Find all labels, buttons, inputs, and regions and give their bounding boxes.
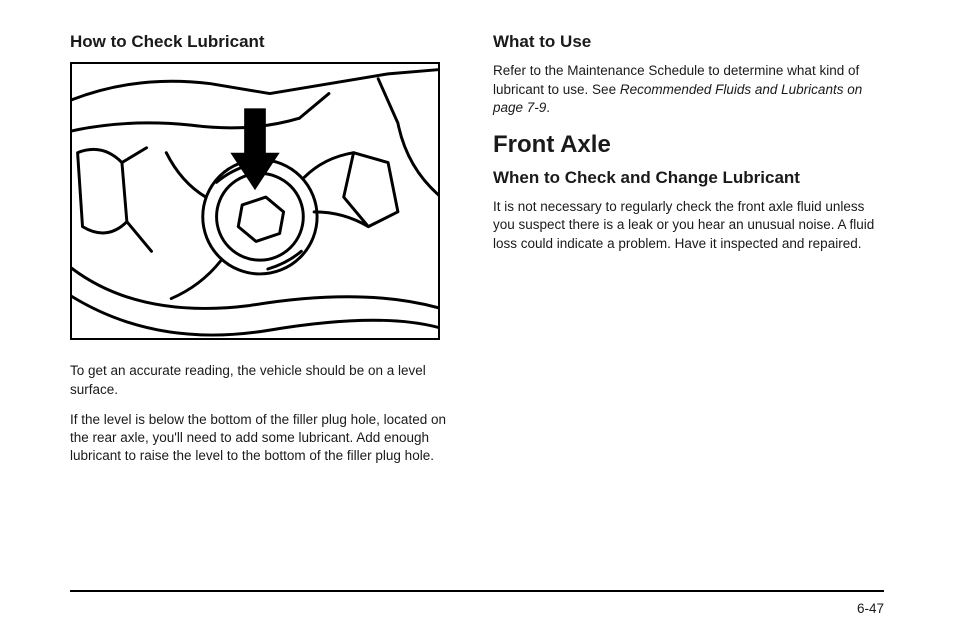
- right-heading-3: When to Check and Change Lubricant: [493, 168, 884, 188]
- footer-rule: [70, 590, 884, 592]
- left-para-2: If the level is below the bottom of the …: [70, 411, 461, 466]
- right-column: What to Use Refer to the Maintenance Sch…: [493, 32, 884, 477]
- left-column: How to Check Lubricant: [70, 32, 461, 477]
- right-para-1: Refer to the Maintenance Schedule to det…: [493, 62, 884, 117]
- axle-plug-illustration: [72, 64, 438, 338]
- right-para-2: It is not necessary to regularly check t…: [493, 198, 884, 253]
- page-content: How to Check Lubricant: [0, 0, 954, 477]
- page-number: 6-47: [857, 601, 884, 616]
- left-heading: How to Check Lubricant: [70, 32, 461, 52]
- right-para-1c: .: [546, 100, 550, 115]
- right-heading-1: What to Use: [493, 32, 884, 52]
- left-para-1: To get an accurate reading, the vehicle …: [70, 362, 461, 398]
- lubricant-check-figure: [70, 62, 440, 340]
- right-heading-2: Front Axle: [493, 131, 884, 160]
